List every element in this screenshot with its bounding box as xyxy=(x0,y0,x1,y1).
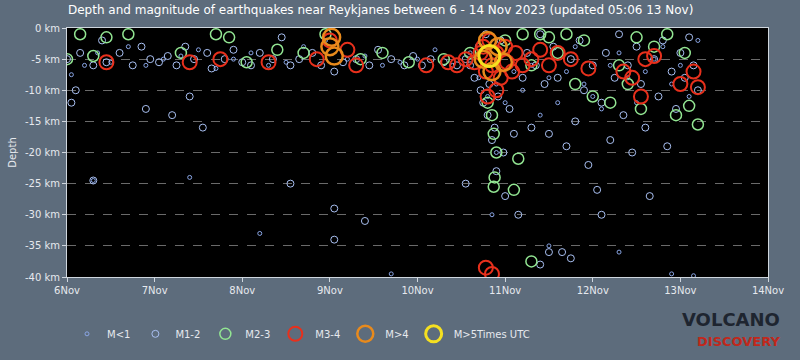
svg-text:6Nov: 6Nov xyxy=(54,285,80,296)
svg-text:-10 km: -10 km xyxy=(25,85,60,96)
svg-text:M<1: M<1 xyxy=(107,329,130,340)
svg-text:-5 km: -5 km xyxy=(31,54,60,65)
svg-text:DISCOVERY: DISCOVERY xyxy=(697,334,780,349)
svg-text:10Nov: 10Nov xyxy=(401,285,433,296)
svg-text:M>5: M>5 xyxy=(454,329,477,340)
svg-text:VOLCANO: VOLCANO xyxy=(682,309,780,330)
svg-text:9Nov: 9Nov xyxy=(317,285,343,296)
svg-text:-40 km: -40 km xyxy=(25,272,60,283)
svg-text:Depth: Depth xyxy=(7,137,18,167)
svg-text:-30 km: -30 km xyxy=(25,209,60,220)
svg-text:M1-2: M1-2 xyxy=(175,329,200,340)
svg-text:12Nov: 12Nov xyxy=(577,285,609,296)
svg-text:M>4: M>4 xyxy=(385,329,408,340)
svg-text:M3-4: M3-4 xyxy=(315,329,340,340)
svg-text:13Nov: 13Nov xyxy=(664,285,696,296)
svg-text:-25 km: -25 km xyxy=(25,178,60,189)
svg-text:-20 km: -20 km xyxy=(25,147,60,158)
svg-text:M2-3: M2-3 xyxy=(245,329,270,340)
svg-text:Depth and magnitude of earthqu: Depth and magnitude of earthquakes near … xyxy=(68,3,693,17)
svg-text:-15 km: -15 km xyxy=(25,116,60,127)
svg-text:7Nov: 7Nov xyxy=(142,285,168,296)
svg-text:-35 km: -35 km xyxy=(25,240,60,251)
svg-text:0 km: 0 km xyxy=(35,23,60,34)
svg-text:8Nov: 8Nov xyxy=(229,285,255,296)
svg-text:Times UTC: Times UTC xyxy=(476,329,530,340)
svg-text:11Nov: 11Nov xyxy=(489,285,521,296)
svg-text:14Nov: 14Nov xyxy=(752,285,784,296)
